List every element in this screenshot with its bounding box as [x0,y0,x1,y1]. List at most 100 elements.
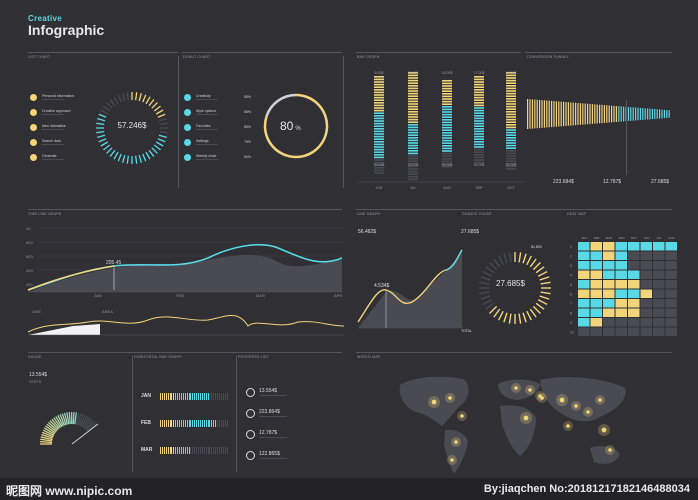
gauge-needle [71,423,99,445]
donate-legend: TOTAL [461,329,472,333]
world-map [399,376,626,474]
y-label: 1K [26,226,31,231]
radial-tick [155,141,164,147]
bar-segment [374,138,384,140]
hbar-segment [175,447,177,454]
heat-cell [640,270,652,279]
bar-bottom-label: 60.00$ [506,163,517,167]
heat-map: 1 2 3 4 5 6 7 8 9 10 JAN FEB MAR APR MAY JUN JUL AUG [570,236,677,336]
bar-segment [506,160,516,162]
gauge-tick [45,425,56,434]
list-item-icon [30,139,37,146]
section-label-progress: PROGRESS LIST [238,355,269,359]
radial-tick [158,118,167,122]
funnel-bar [596,104,598,124]
donate-tick [535,302,545,310]
bar-segment [374,86,384,88]
hbar-segment [184,420,186,427]
hbar-segment [177,393,179,400]
hbar-segment [190,447,192,454]
bar-segment [408,116,418,118]
bar-segment [474,91,484,94]
heat-cell [665,289,677,298]
donut-item-value: 50% [244,155,252,159]
bar-segment [374,99,384,101]
heat-col-label: MAY [631,236,637,240]
bar-segment [506,165,516,168]
radial-tick [103,105,111,112]
heat-cell [628,280,640,289]
donut-item-underline [196,129,218,130]
hbar-segment [218,393,220,400]
bar-segment [374,154,384,156]
bar-segment [506,124,516,126]
funnel-value-3: 27.685$ [651,179,670,185]
y-label: 800 [26,240,33,245]
funnel-bar [601,104,603,124]
bar-segment [374,141,384,143]
bar-segment [506,100,516,103]
funnel-bar [551,100,553,128]
gauge-tick [86,423,98,432]
donate-radial: $1,800 TOTAL [461,245,551,333]
hbar-segment [160,447,161,454]
bar-segment [506,95,516,97]
heat-row-label: 1 [570,245,572,249]
gauge-tick [51,418,60,429]
progress-underline [259,416,287,417]
bar-segment [374,120,384,122]
funnel-bar [632,107,634,121]
funnel-bar [560,101,562,127]
hbar-label: JAN [141,393,152,399]
line-graph-value-a: 56.482$ [358,229,377,235]
bar-segment [442,113,452,116]
radial-tick [145,151,151,160]
bar-segment [408,129,418,131]
hbar-segment [173,393,175,400]
bar-bottom-label: 45.00$ [408,163,419,167]
radial-tick [138,93,142,102]
donate-value: 27.685$ [496,279,525,288]
heat-cell [640,299,652,308]
hbar-segment [163,447,165,454]
donut-item-label: Favorites [196,124,211,128]
donut-item-check-icon [184,94,191,101]
hbar-label: MAR [141,447,153,453]
progress-icon [246,430,255,439]
hbar-segment [211,420,213,427]
donut-item-underline [196,99,218,100]
bar-segment [374,164,384,166]
hbar-segment [167,420,169,427]
donut-number: 80 [280,119,294,133]
bar-segment [506,111,516,113]
section-label-time-line: TIME LINE GRAPH [28,212,62,216]
bar-segment [442,152,452,155]
heat-cell [615,289,627,298]
radial-tick [142,153,147,162]
funnel-bar [644,108,646,120]
radial-tick [97,134,106,138]
hbar-segment [171,447,173,454]
heat-cell [665,318,677,327]
bar-segment [442,80,452,82]
divider [236,356,237,472]
bar-segment [474,76,484,78]
radial-tick [98,113,107,118]
heat-cell [615,308,627,317]
hbar-segment [180,420,182,427]
heat-cell [653,242,665,251]
gauge-dial [40,411,99,445]
heat-cell [665,299,677,308]
donate-tick [535,266,545,274]
funnel-bar [627,106,629,122]
donut-item-label: Settings [196,139,209,143]
hbar-segment [180,393,182,400]
heat-cell [628,242,640,251]
heat-cell [628,327,640,336]
heat-cell [615,242,627,251]
funnel-bar [589,103,591,125]
funnel-bar [546,100,548,128]
bar-segment [442,158,452,160]
hbar-segment [220,420,222,427]
bar-segment [442,139,452,142]
